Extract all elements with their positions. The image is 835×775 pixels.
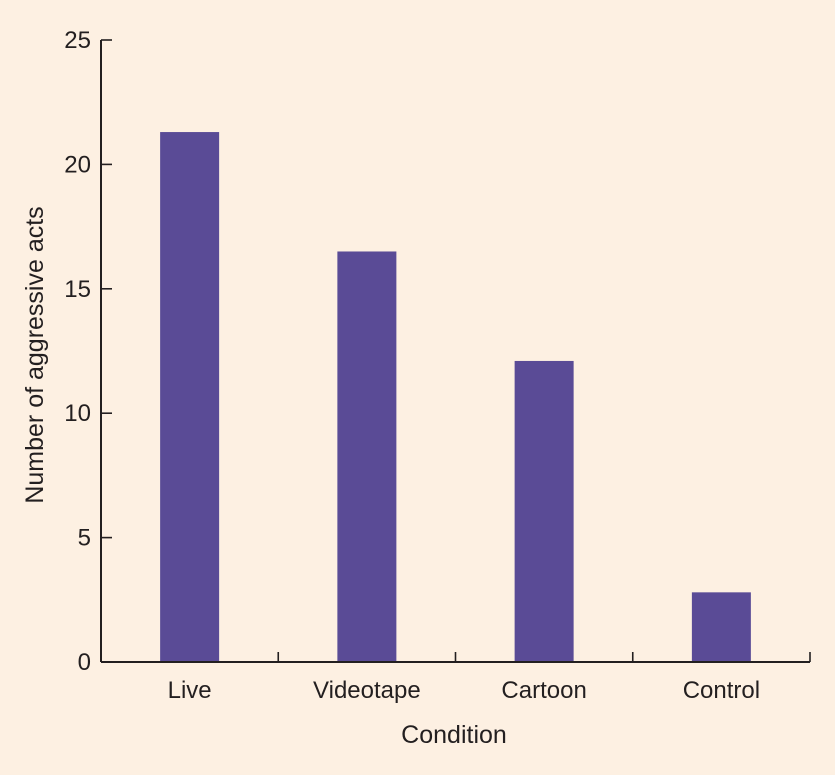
bar-cartoon bbox=[514, 360, 574, 662]
x-tick-label-control: Control bbox=[683, 677, 760, 704]
y-tick-label-5: 5 bbox=[78, 525, 91, 552]
bars-layer bbox=[160, 132, 751, 663]
y-tick-label-0: 0 bbox=[78, 649, 91, 676]
y-axis-title: Number of aggressive acts bbox=[21, 206, 49, 503]
axes-layer: 0 5 10 15 20 25 Live Videotape Cartoon Control bbox=[64, 27, 811, 704]
bar-control bbox=[691, 592, 751, 662]
y-tick-label-25: 25 bbox=[64, 27, 91, 54]
y-tick-label-10: 10 bbox=[64, 400, 91, 427]
bar-live bbox=[160, 132, 220, 662]
x-axis-title: Condition bbox=[401, 721, 507, 749]
y-tick-label-15: 15 bbox=[64, 276, 91, 303]
x-tick-label-videotape: Videotape bbox=[313, 677, 421, 704]
x-tick-label-live: Live bbox=[168, 677, 212, 704]
x-tick-label-cartoon: Cartoon bbox=[501, 677, 586, 704]
bar-videotape bbox=[337, 251, 397, 663]
y-tick-label-20: 20 bbox=[64, 151, 91, 178]
